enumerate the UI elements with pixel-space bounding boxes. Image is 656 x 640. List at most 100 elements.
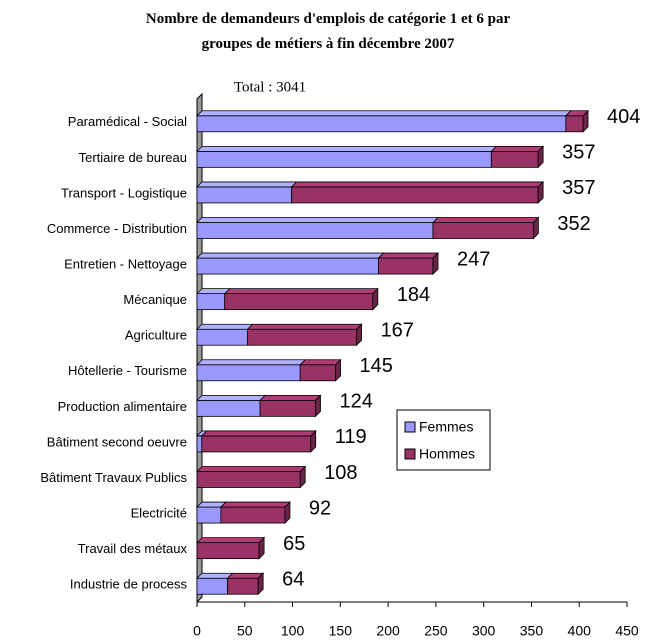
y-tick-label: Industrie de process [70,577,188,592]
total-label: 357 [562,177,595,199]
bar-top [290,181,545,188]
bar-side [582,109,589,133]
legend-swatch [404,448,416,460]
bar-side [432,252,439,276]
bar-segment [196,328,249,346]
bar-top [196,217,439,223]
total-label: 184 [397,284,430,306]
bar-top [196,145,498,152]
y-tick-label: Commerce - Distribution [47,221,187,236]
chart-subtitle: Total : 3041 [234,79,306,95]
y-tick-label: Bâtiment second oeuvre [47,434,187,449]
bar-segment [565,115,584,133]
bar-segment [227,577,259,595]
y-tick-label: Mécanique [123,292,187,307]
bar-segment [291,186,539,204]
bar-segment [196,186,292,204]
bar-segment [432,222,534,239]
bar-top [219,501,291,508]
y-tick-label: Electricité [131,506,187,521]
bar-side [299,465,306,489]
bar-top [196,537,266,544]
x-tick-label: 0 [193,623,201,639]
chart-title: Nombre de demandeurs d'emplois de catégo… [146,11,511,52]
y-tick-label: Tertiaire de bureau [79,150,187,165]
x-tick-label: 300 [472,623,496,639]
y-tick-label: Bâtiment Travaux Publics [40,470,187,485]
legend-swatch [404,421,416,433]
y-tick-label: Travail des métaux [78,541,188,556]
x-tick-label: 400 [568,623,592,639]
bar-segment [196,257,379,275]
bar-segment [196,150,492,168]
bar-segment [196,293,226,311]
bar-segment [490,150,539,168]
bar-side [310,429,317,453]
bar-side [258,536,265,560]
bar-top [196,323,254,330]
y-tick-label: Hôtellerie - Tourisme [68,363,187,378]
y-tick-label: Paramédical - Social [68,114,187,129]
bar-segment [224,293,374,311]
total-label: 247 [457,248,490,270]
bar-top [196,359,307,366]
bar-segment [259,399,316,417]
bar-segment [196,399,261,417]
bar-top [196,110,572,117]
bar-top [200,430,317,437]
x-tick-label: 350 [520,623,544,639]
bar-segment [247,328,357,346]
y-tick-label: Entretien - Nettoyage [64,257,187,272]
bar-segment [220,506,286,524]
bar-segment [196,542,260,560]
bar-top [490,145,545,152]
bar-top [196,252,385,259]
bar-side [356,323,362,347]
legend-box [396,409,491,471]
bar-side [537,180,544,204]
total-label: 119 [335,426,367,448]
total-label: 404 [607,106,640,128]
x-tick-label: 100 [281,623,305,639]
total-label: 92 [309,497,331,519]
bar-segment [378,257,434,275]
y-tick-label: Transport - Logistique [61,185,187,200]
total-label: 64 [282,568,304,590]
bar-top [196,288,231,295]
bar-top [223,288,379,295]
bar-side [335,358,341,382]
bar-top [299,359,342,366]
bar-side [257,572,264,596]
bar-segment [196,364,301,382]
bar-top [226,572,265,579]
total-label: 65 [283,533,305,555]
bar-top [246,323,363,330]
bar-top [196,181,298,188]
legend-label: Hommes [419,446,475,462]
bar-segment [196,115,567,133]
total-label: 124 [339,391,372,413]
bar-segment [196,435,203,453]
bar-side [284,501,291,525]
bar-segment [299,364,336,382]
total-label: 145 [360,355,393,377]
bar-top [432,217,540,223]
legend-label: Femmes [419,419,473,435]
bar-top [259,394,322,401]
bar-segment [196,471,301,488]
y-tick-label: Agriculture [125,328,187,343]
x-tick-label: 150 [329,623,353,639]
bar-side [315,394,321,418]
x-tick-label: 250 [424,623,448,639]
axis-wall [196,92,203,604]
x-tick-label: 450 [615,623,639,639]
bar-segment [196,506,222,524]
bar-side [372,287,379,311]
bar-top [196,572,234,579]
total-label: 108 [324,462,357,484]
bar-segment [201,435,312,453]
bar-top [377,252,439,259]
x-tick-label: 50 [237,623,253,639]
x-tick-label: 200 [376,623,400,639]
